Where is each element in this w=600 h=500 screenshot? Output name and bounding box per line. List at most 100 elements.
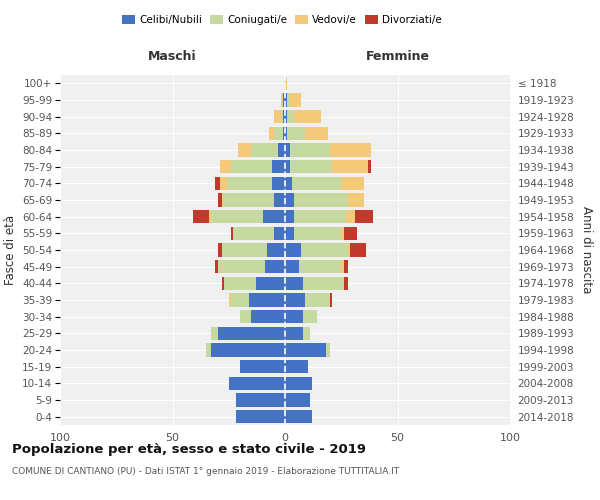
Bar	[274, 194, 285, 206]
Bar	[267, 244, 285, 256]
Bar	[303, 326, 310, 340]
Bar	[348, 244, 350, 256]
Bar	[283, 94, 285, 106]
Bar	[231, 294, 249, 306]
Bar	[285, 176, 292, 190]
Bar	[285, 126, 287, 140]
Bar	[235, 394, 285, 406]
Bar	[222, 276, 224, 290]
Bar	[240, 310, 251, 324]
Bar	[222, 244, 267, 256]
Bar	[220, 176, 227, 190]
Bar	[251, 144, 278, 156]
Bar	[283, 110, 285, 124]
Bar	[218, 244, 222, 256]
Bar	[224, 194, 274, 206]
Bar	[341, 226, 343, 240]
Bar	[240, 360, 285, 374]
Bar	[218, 194, 222, 206]
Bar	[229, 376, 285, 390]
Bar	[290, 160, 332, 173]
Bar	[206, 344, 211, 356]
Legend: Celibi/Nubili, Coniugati/e, Vedovi/e, Divorziati/e: Celibi/Nubili, Coniugati/e, Vedovi/e, Di…	[121, 12, 443, 27]
Bar	[325, 344, 330, 356]
Bar	[249, 294, 285, 306]
Bar	[287, 94, 290, 106]
Bar	[305, 294, 330, 306]
Bar	[294, 226, 341, 240]
Bar	[285, 160, 290, 173]
Bar	[292, 176, 341, 190]
Bar	[274, 126, 283, 140]
Bar	[274, 226, 285, 240]
Bar	[274, 110, 281, 124]
Bar	[281, 94, 283, 106]
Bar	[285, 76, 287, 90]
Bar	[271, 160, 285, 173]
Bar	[303, 276, 343, 290]
Bar	[285, 310, 303, 324]
Bar	[229, 294, 231, 306]
Bar	[271, 176, 285, 190]
Bar	[251, 310, 285, 324]
Bar	[220, 160, 231, 173]
Bar	[215, 176, 220, 190]
Bar	[290, 144, 330, 156]
Bar	[294, 110, 321, 124]
Bar	[256, 276, 285, 290]
Bar	[281, 110, 283, 124]
Bar	[341, 260, 343, 274]
Bar	[278, 144, 285, 156]
Bar	[227, 176, 271, 190]
Bar	[215, 260, 218, 274]
Bar	[303, 310, 317, 324]
Bar	[343, 226, 357, 240]
Bar	[301, 244, 348, 256]
Bar	[233, 226, 274, 240]
Y-axis label: Fasce di età: Fasce di età	[4, 215, 17, 285]
Bar	[350, 244, 366, 256]
Bar	[211, 344, 285, 356]
Bar	[285, 194, 294, 206]
Bar	[193, 210, 209, 224]
Bar	[285, 344, 325, 356]
Bar	[343, 276, 348, 290]
Bar	[285, 226, 294, 240]
Bar	[265, 260, 285, 274]
Bar	[235, 410, 285, 424]
Bar	[285, 360, 308, 374]
Bar	[263, 210, 285, 224]
Y-axis label: Anni di nascita: Anni di nascita	[580, 206, 593, 294]
Bar	[283, 126, 285, 140]
Text: COMUNE DI CANTIANO (PU) - Dati ISTAT 1° gennaio 2019 - Elaborazione TUTTITALIA.I: COMUNE DI CANTIANO (PU) - Dati ISTAT 1° …	[12, 468, 399, 476]
Bar	[343, 260, 348, 274]
Bar	[348, 194, 364, 206]
Bar	[285, 94, 287, 106]
Bar	[346, 210, 355, 224]
Bar	[330, 144, 371, 156]
Bar	[209, 210, 211, 224]
Bar	[211, 210, 263, 224]
Bar	[222, 194, 224, 206]
Bar	[332, 160, 368, 173]
Bar	[299, 260, 341, 274]
Text: Maschi: Maschi	[148, 50, 197, 64]
Bar	[285, 276, 303, 290]
Bar	[285, 376, 312, 390]
Text: Popolazione per età, sesso e stato civile - 2019: Popolazione per età, sesso e stato civil…	[12, 442, 366, 456]
Bar	[269, 126, 274, 140]
Bar	[285, 110, 287, 124]
Bar	[355, 210, 373, 224]
Bar	[287, 126, 305, 140]
Bar	[285, 326, 303, 340]
Bar	[285, 260, 299, 274]
Bar	[231, 160, 271, 173]
Bar	[285, 210, 294, 224]
Bar	[341, 176, 364, 190]
Bar	[285, 294, 305, 306]
Bar	[290, 94, 301, 106]
Bar	[368, 160, 371, 173]
Bar	[218, 260, 265, 274]
Bar	[211, 326, 218, 340]
Bar	[238, 144, 251, 156]
